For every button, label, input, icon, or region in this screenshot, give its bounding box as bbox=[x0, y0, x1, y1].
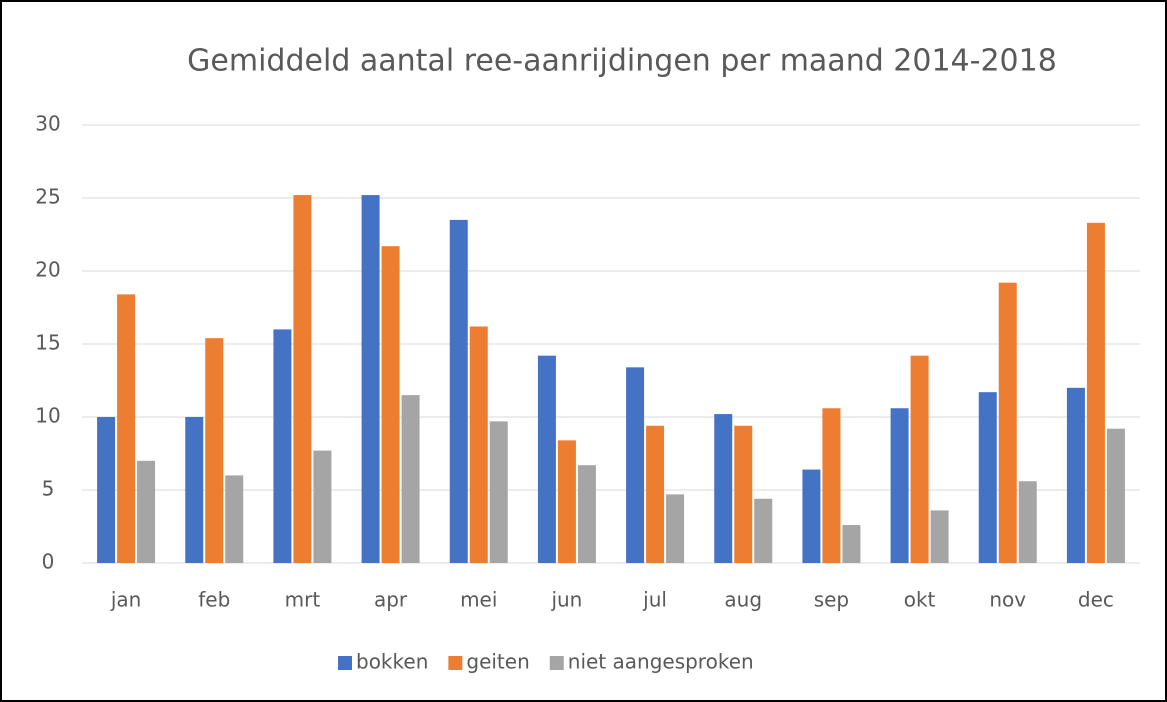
x-tick-label: feb bbox=[198, 588, 230, 612]
bar bbox=[1106, 428, 1125, 563]
x-tick-label: dec bbox=[1078, 588, 1114, 612]
x-tick-label: sep bbox=[814, 588, 849, 612]
bar bbox=[714, 414, 733, 563]
bar bbox=[489, 421, 508, 563]
legend-swatch bbox=[338, 656, 352, 670]
bar bbox=[313, 450, 332, 563]
bar bbox=[626, 367, 645, 563]
bar bbox=[998, 282, 1017, 563]
y-tick-label: 30 bbox=[35, 112, 60, 136]
bar bbox=[537, 355, 556, 563]
bar bbox=[1086, 222, 1105, 563]
x-tick-label: apr bbox=[374, 588, 408, 612]
x-tick-label: jul bbox=[642, 588, 667, 612]
x-tick-label: jan bbox=[110, 588, 142, 612]
y-tick-label: 10 bbox=[35, 404, 60, 428]
bar bbox=[137, 460, 156, 563]
legend-swatch bbox=[549, 656, 564, 670]
bar bbox=[97, 417, 116, 563]
bar bbox=[401, 395, 420, 563]
bar bbox=[449, 219, 468, 563]
legend-label: bokken bbox=[356, 650, 428, 674]
bar bbox=[381, 246, 400, 563]
bar bbox=[469, 326, 488, 563]
bar bbox=[734, 425, 753, 563]
bar bbox=[802, 469, 821, 563]
bar bbox=[978, 392, 997, 563]
y-tick-label: 20 bbox=[35, 258, 60, 282]
legend-swatch bbox=[448, 656, 463, 670]
legend-label: niet aangesproken bbox=[568, 650, 754, 674]
bar bbox=[666, 494, 685, 563]
chart-title: Gemiddeld aantal ree-aanrijdingen per ma… bbox=[187, 44, 1057, 79]
x-tick-label: mei bbox=[460, 588, 497, 612]
bar bbox=[822, 408, 841, 563]
x-tick-label: okt bbox=[904, 588, 936, 612]
bar bbox=[293, 195, 312, 563]
bar bbox=[754, 498, 773, 563]
x-tick-label: jun bbox=[550, 588, 582, 612]
x-tick-label: nov bbox=[989, 588, 1026, 612]
bar bbox=[1018, 481, 1037, 563]
bar bbox=[557, 440, 576, 563]
bar bbox=[890, 408, 909, 563]
legend-label: geiten bbox=[466, 650, 529, 674]
x-tick-label: mrt bbox=[285, 588, 321, 612]
y-tick-label: 25 bbox=[35, 185, 60, 209]
bar bbox=[361, 195, 380, 563]
bar bbox=[842, 525, 861, 563]
bar bbox=[577, 465, 596, 563]
bar bbox=[930, 510, 949, 563]
y-tick-label: 0 bbox=[42, 550, 55, 574]
y-tick-label: 15 bbox=[35, 331, 60, 355]
x-tick-label: aug bbox=[724, 588, 762, 612]
bar bbox=[185, 417, 204, 563]
bar bbox=[910, 355, 929, 563]
bar bbox=[117, 294, 136, 563]
bar bbox=[225, 475, 244, 563]
y-tick-label: 5 bbox=[42, 477, 55, 501]
bar bbox=[273, 329, 292, 563]
bar bbox=[205, 338, 224, 563]
bar bbox=[646, 425, 665, 563]
bar bbox=[1066, 387, 1085, 563]
